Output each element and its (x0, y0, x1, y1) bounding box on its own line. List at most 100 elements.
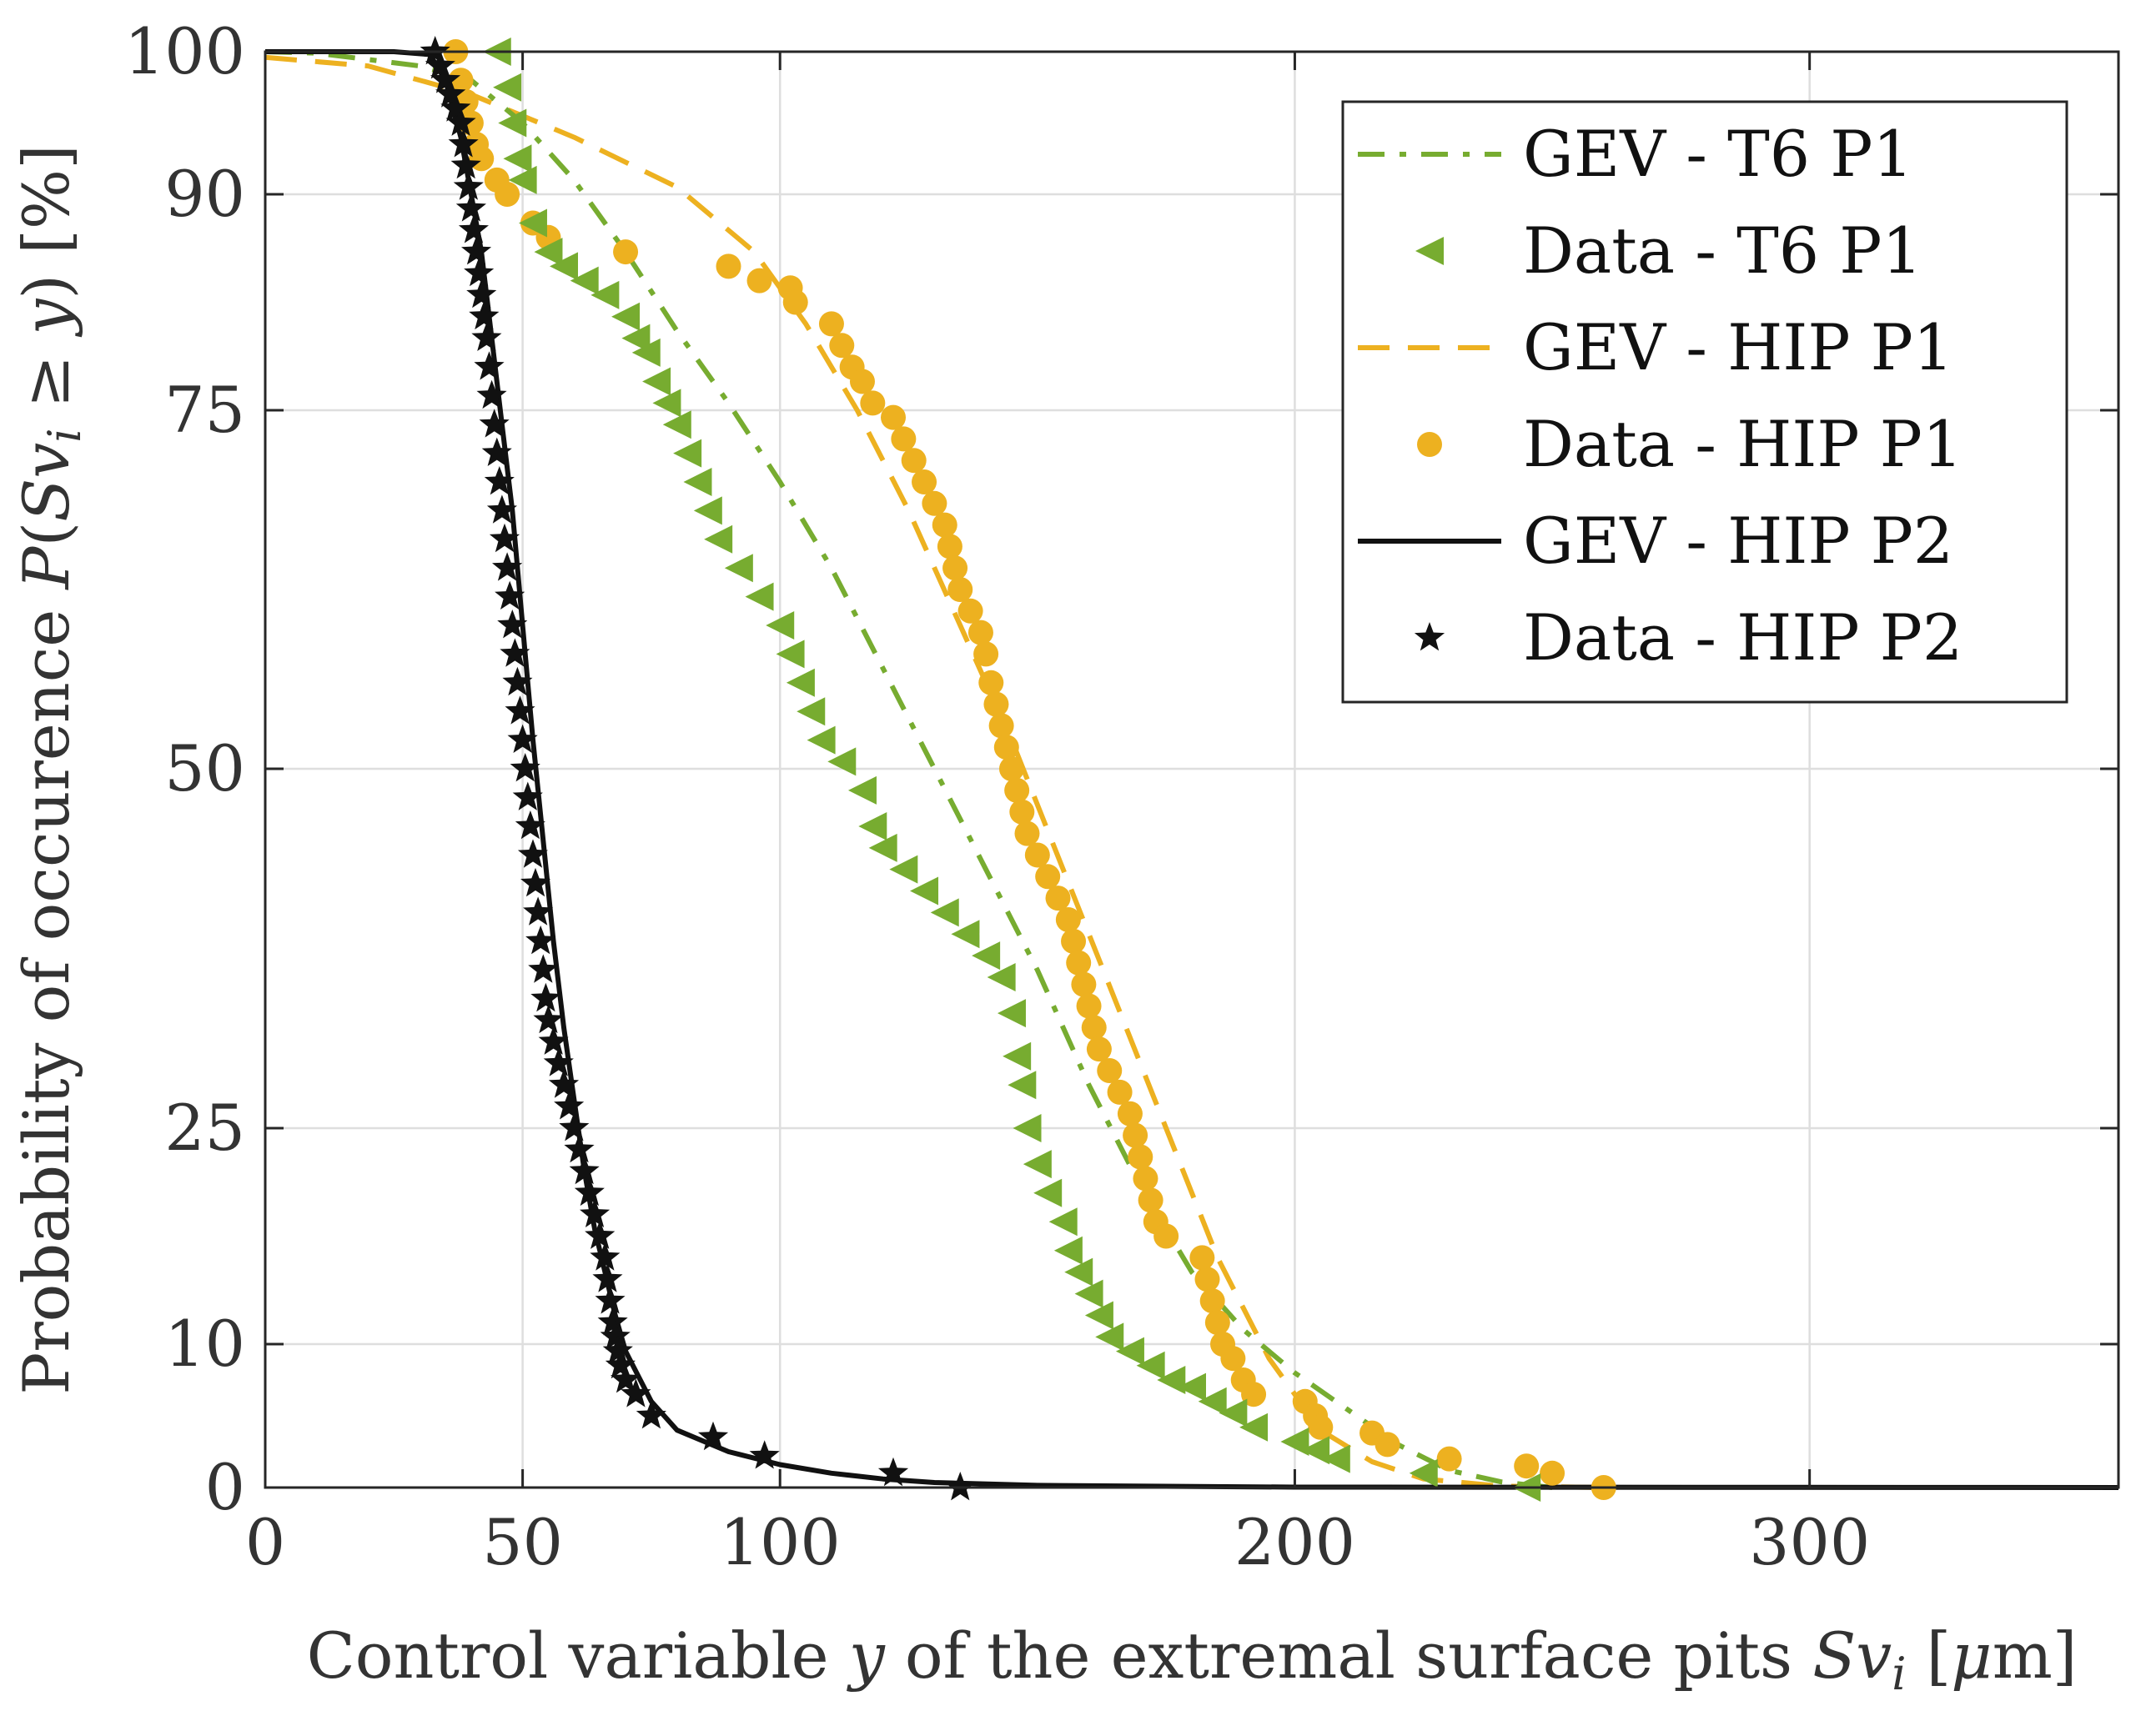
data-point (1097, 1058, 1123, 1084)
data-point (448, 128, 479, 158)
data-point (1204, 1310, 1230, 1336)
legend-box (1341, 100, 2068, 704)
x-label-variable: y (847, 1618, 886, 1693)
y-tick-label: 75 (164, 373, 245, 447)
y-label-close: ) (9, 274, 83, 299)
data-point (945, 1472, 976, 1501)
data-point (1189, 1245, 1215, 1271)
data-point (430, 64, 461, 93)
data-point (1023, 1150, 1052, 1179)
data-point (479, 409, 510, 438)
data-point (498, 108, 527, 138)
y-tick-label: 100 (124, 14, 245, 88)
data-point (1081, 1015, 1107, 1041)
data-point (559, 1112, 590, 1142)
y-tick-label: 90 (164, 157, 245, 231)
data-point (518, 208, 547, 238)
data-point (1280, 1427, 1309, 1456)
data-point (1064, 1257, 1093, 1287)
data-point (448, 68, 474, 93)
data-point (595, 1285, 626, 1314)
data-point (450, 149, 481, 179)
data-point (683, 468, 712, 496)
data-point (1321, 1444, 1350, 1473)
data-point (515, 810, 545, 840)
data-point (1009, 799, 1035, 825)
data-point (724, 554, 753, 583)
data-point (782, 289, 808, 315)
y-tick-labels: 0 10 25 50 75 90 100 (124, 14, 245, 1524)
data-point (600, 1321, 631, 1350)
data-point (642, 367, 671, 396)
legend-label: GEV - T6 P1 (1523, 117, 1913, 191)
data-point (1014, 820, 1040, 846)
data-point (611, 1364, 641, 1393)
data-point (987, 962, 1016, 991)
data-point (1048, 1207, 1078, 1237)
data-point (993, 735, 1019, 760)
data-point (554, 1091, 585, 1120)
data-point (978, 670, 1004, 695)
data-point (621, 1378, 651, 1407)
data-point (818, 311, 844, 337)
data-point (1004, 777, 1030, 803)
data-point (1003, 1041, 1032, 1071)
data-point (673, 439, 702, 468)
data-point (1076, 993, 1102, 1019)
data-point (827, 747, 857, 776)
legend-label: Data - HIP P1 (1523, 407, 1963, 481)
data-point (652, 389, 681, 418)
data-point (495, 580, 525, 610)
data-point (932, 512, 957, 538)
data-point (697, 1421, 729, 1451)
data-point (1375, 1432, 1400, 1458)
data-point (1074, 1279, 1103, 1308)
data-point (510, 753, 540, 782)
data-point (881, 404, 907, 430)
data-point (693, 496, 722, 525)
y-label-symbol: Sv (9, 443, 83, 522)
data-point (1133, 1166, 1158, 1192)
legend-swatch-marker (1414, 622, 1445, 651)
data-point (549, 252, 578, 281)
data-point (983, 691, 1009, 717)
x-label-subscript: i (1892, 1648, 1906, 1700)
data-point (1136, 1351, 1165, 1380)
series-points-data-t6-p1 (482, 38, 1541, 1502)
data-point (458, 214, 489, 243)
data-point (613, 239, 639, 265)
data-point (1138, 1187, 1163, 1213)
series-line-gev-hip-p1 (264, 54, 1604, 1490)
series-points-data-hip-p1 (443, 39, 1616, 1500)
data-point (973, 641, 999, 667)
data-point (1008, 1071, 1037, 1100)
data-point (611, 302, 641, 331)
data-point (942, 555, 968, 581)
data-point (1436, 1446, 1462, 1472)
data-point (484, 466, 515, 495)
data-point (1178, 1372, 1206, 1402)
data-point (474, 351, 505, 380)
data-point (1055, 907, 1081, 933)
data-point (492, 552, 523, 581)
y-tick-label: 10 (164, 1307, 245, 1381)
legend-label: GEV - HIP P1 (1523, 310, 1953, 384)
y-label-variable: y (9, 298, 83, 337)
data-point (1061, 928, 1087, 954)
data-point (988, 713, 1014, 739)
data-point (530, 982, 561, 1012)
data-point (937, 534, 962, 559)
data-point (807, 725, 836, 755)
x-tick-label: 50 (482, 1505, 563, 1579)
data-point (564, 1133, 595, 1163)
data-point (766, 611, 795, 640)
data-point (745, 582, 774, 611)
data-point (797, 697, 826, 726)
data-point (590, 1242, 621, 1271)
data-point (1045, 886, 1071, 911)
legend-entry: GEV - HIP P2 (1358, 504, 1953, 578)
data-point (967, 620, 993, 645)
data-point (605, 1349, 636, 1379)
data-point (868, 833, 897, 862)
